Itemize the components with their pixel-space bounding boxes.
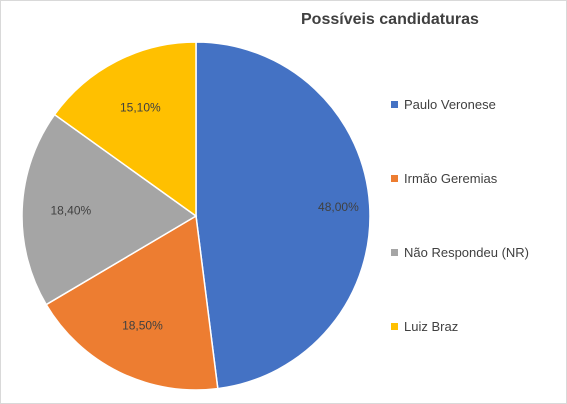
pie-slice-1 (45, 214, 219, 391)
legend-label: Luiz Braz (404, 318, 459, 334)
pie-slice-2 (21, 113, 198, 306)
data-label-2: 18,40% (50, 203, 91, 217)
legend-label: Irmão Geremias (404, 170, 498, 186)
legend-item-luiz-braz: Luiz Braz (391, 316, 529, 336)
legend-swatch (391, 100, 398, 108)
data-label-3: 15,10% (120, 101, 161, 115)
legend-label: Paulo Veronese (404, 96, 496, 112)
legend-swatch (391, 174, 398, 182)
data-label-0: 48,00% (318, 200, 359, 214)
legend-swatch (391, 248, 398, 256)
legend-item-paulo-veronese: Paulo Veronese (391, 94, 529, 114)
pie-slice-0 (195, 41, 371, 390)
legend-swatch (391, 322, 398, 330)
pie-slice-3 (53, 41, 197, 218)
legend-item-nao-respondeu: Não Respondeu (NR) (391, 242, 529, 262)
legend-item-irmao-geremias: Irmão Geremias (391, 168, 529, 188)
data-label-1: 18,50% (122, 318, 163, 332)
legend-label: Não Respondeu (NR) (404, 244, 530, 260)
chart-title: Possíveis candidaturas (301, 11, 479, 28)
legend: Paulo Veronese Irmão Geremias Não Respon… (391, 94, 529, 390)
